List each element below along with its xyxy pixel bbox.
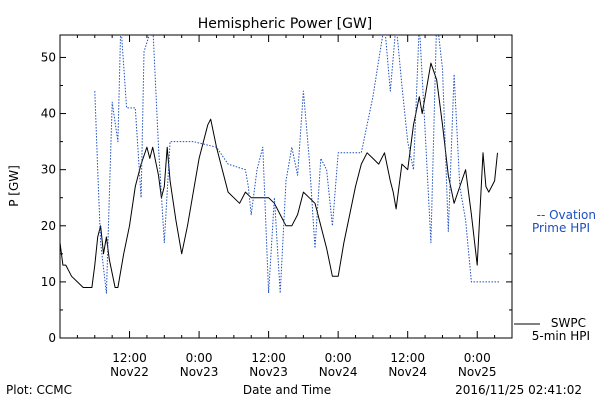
series-line-0 bbox=[60, 62, 498, 288]
y-tick-label-5: 50 bbox=[41, 50, 56, 64]
y-axis-label: P [GW] bbox=[7, 165, 21, 207]
footer-left: Plot: CCMC bbox=[6, 383, 72, 397]
series-layer bbox=[60, 35, 501, 294]
y-axis: 0 10 20 30 40 50 bbox=[41, 50, 512, 345]
x-tick-date-2: Nov23 bbox=[249, 365, 288, 379]
x-tick-time-2: 12:00 bbox=[251, 351, 286, 365]
y-tick-label-1: 10 bbox=[41, 275, 56, 289]
x-tick-date-4: Nov24 bbox=[388, 365, 427, 379]
x-tick-time-0: 12:00 bbox=[112, 351, 147, 365]
series-line-1 bbox=[94, 35, 501, 294]
x-tick-time-5: 0:00 bbox=[464, 351, 491, 365]
x-tick-date-1: Nov23 bbox=[180, 365, 219, 379]
legend-ovation-line1: -- Ovation bbox=[537, 208, 596, 222]
x-tick-date-5: Nov25 bbox=[458, 365, 497, 379]
chart-title: Hemispheric Power [GW] bbox=[198, 16, 373, 32]
x-tick-time-3: 0:00 bbox=[325, 351, 352, 365]
y-tick-label-3: 30 bbox=[41, 163, 56, 177]
legend-swpc-line1: SWPC bbox=[551, 316, 586, 330]
x-axis: 12:00Nov220:00Nov2312:00Nov230:00Nov2412… bbox=[59, 35, 513, 379]
legend-ovation-line2: Prime HPI bbox=[532, 221, 590, 235]
legend-ovation: -- Ovation Prime HPI bbox=[532, 208, 596, 235]
footer-timestamp: 2016/11/25 02:41:02 bbox=[455, 383, 582, 397]
x-tick-date-0: Nov22 bbox=[110, 365, 149, 379]
y-tick-label-0: 0 bbox=[48, 331, 56, 345]
x-tick-time-4: 12:00 bbox=[390, 351, 425, 365]
legend-swpc: SWPC 5-min HPI bbox=[514, 316, 590, 343]
x-tick-date-3: Nov24 bbox=[319, 365, 358, 379]
y-tick-label-4: 40 bbox=[41, 107, 56, 121]
x-tick-time-1: 0:00 bbox=[186, 351, 213, 365]
legend-swpc-line2: 5-min HPI bbox=[532, 329, 590, 343]
y-tick-label-2: 20 bbox=[41, 219, 56, 233]
x-axis-label: Date and Time bbox=[243, 383, 331, 397]
